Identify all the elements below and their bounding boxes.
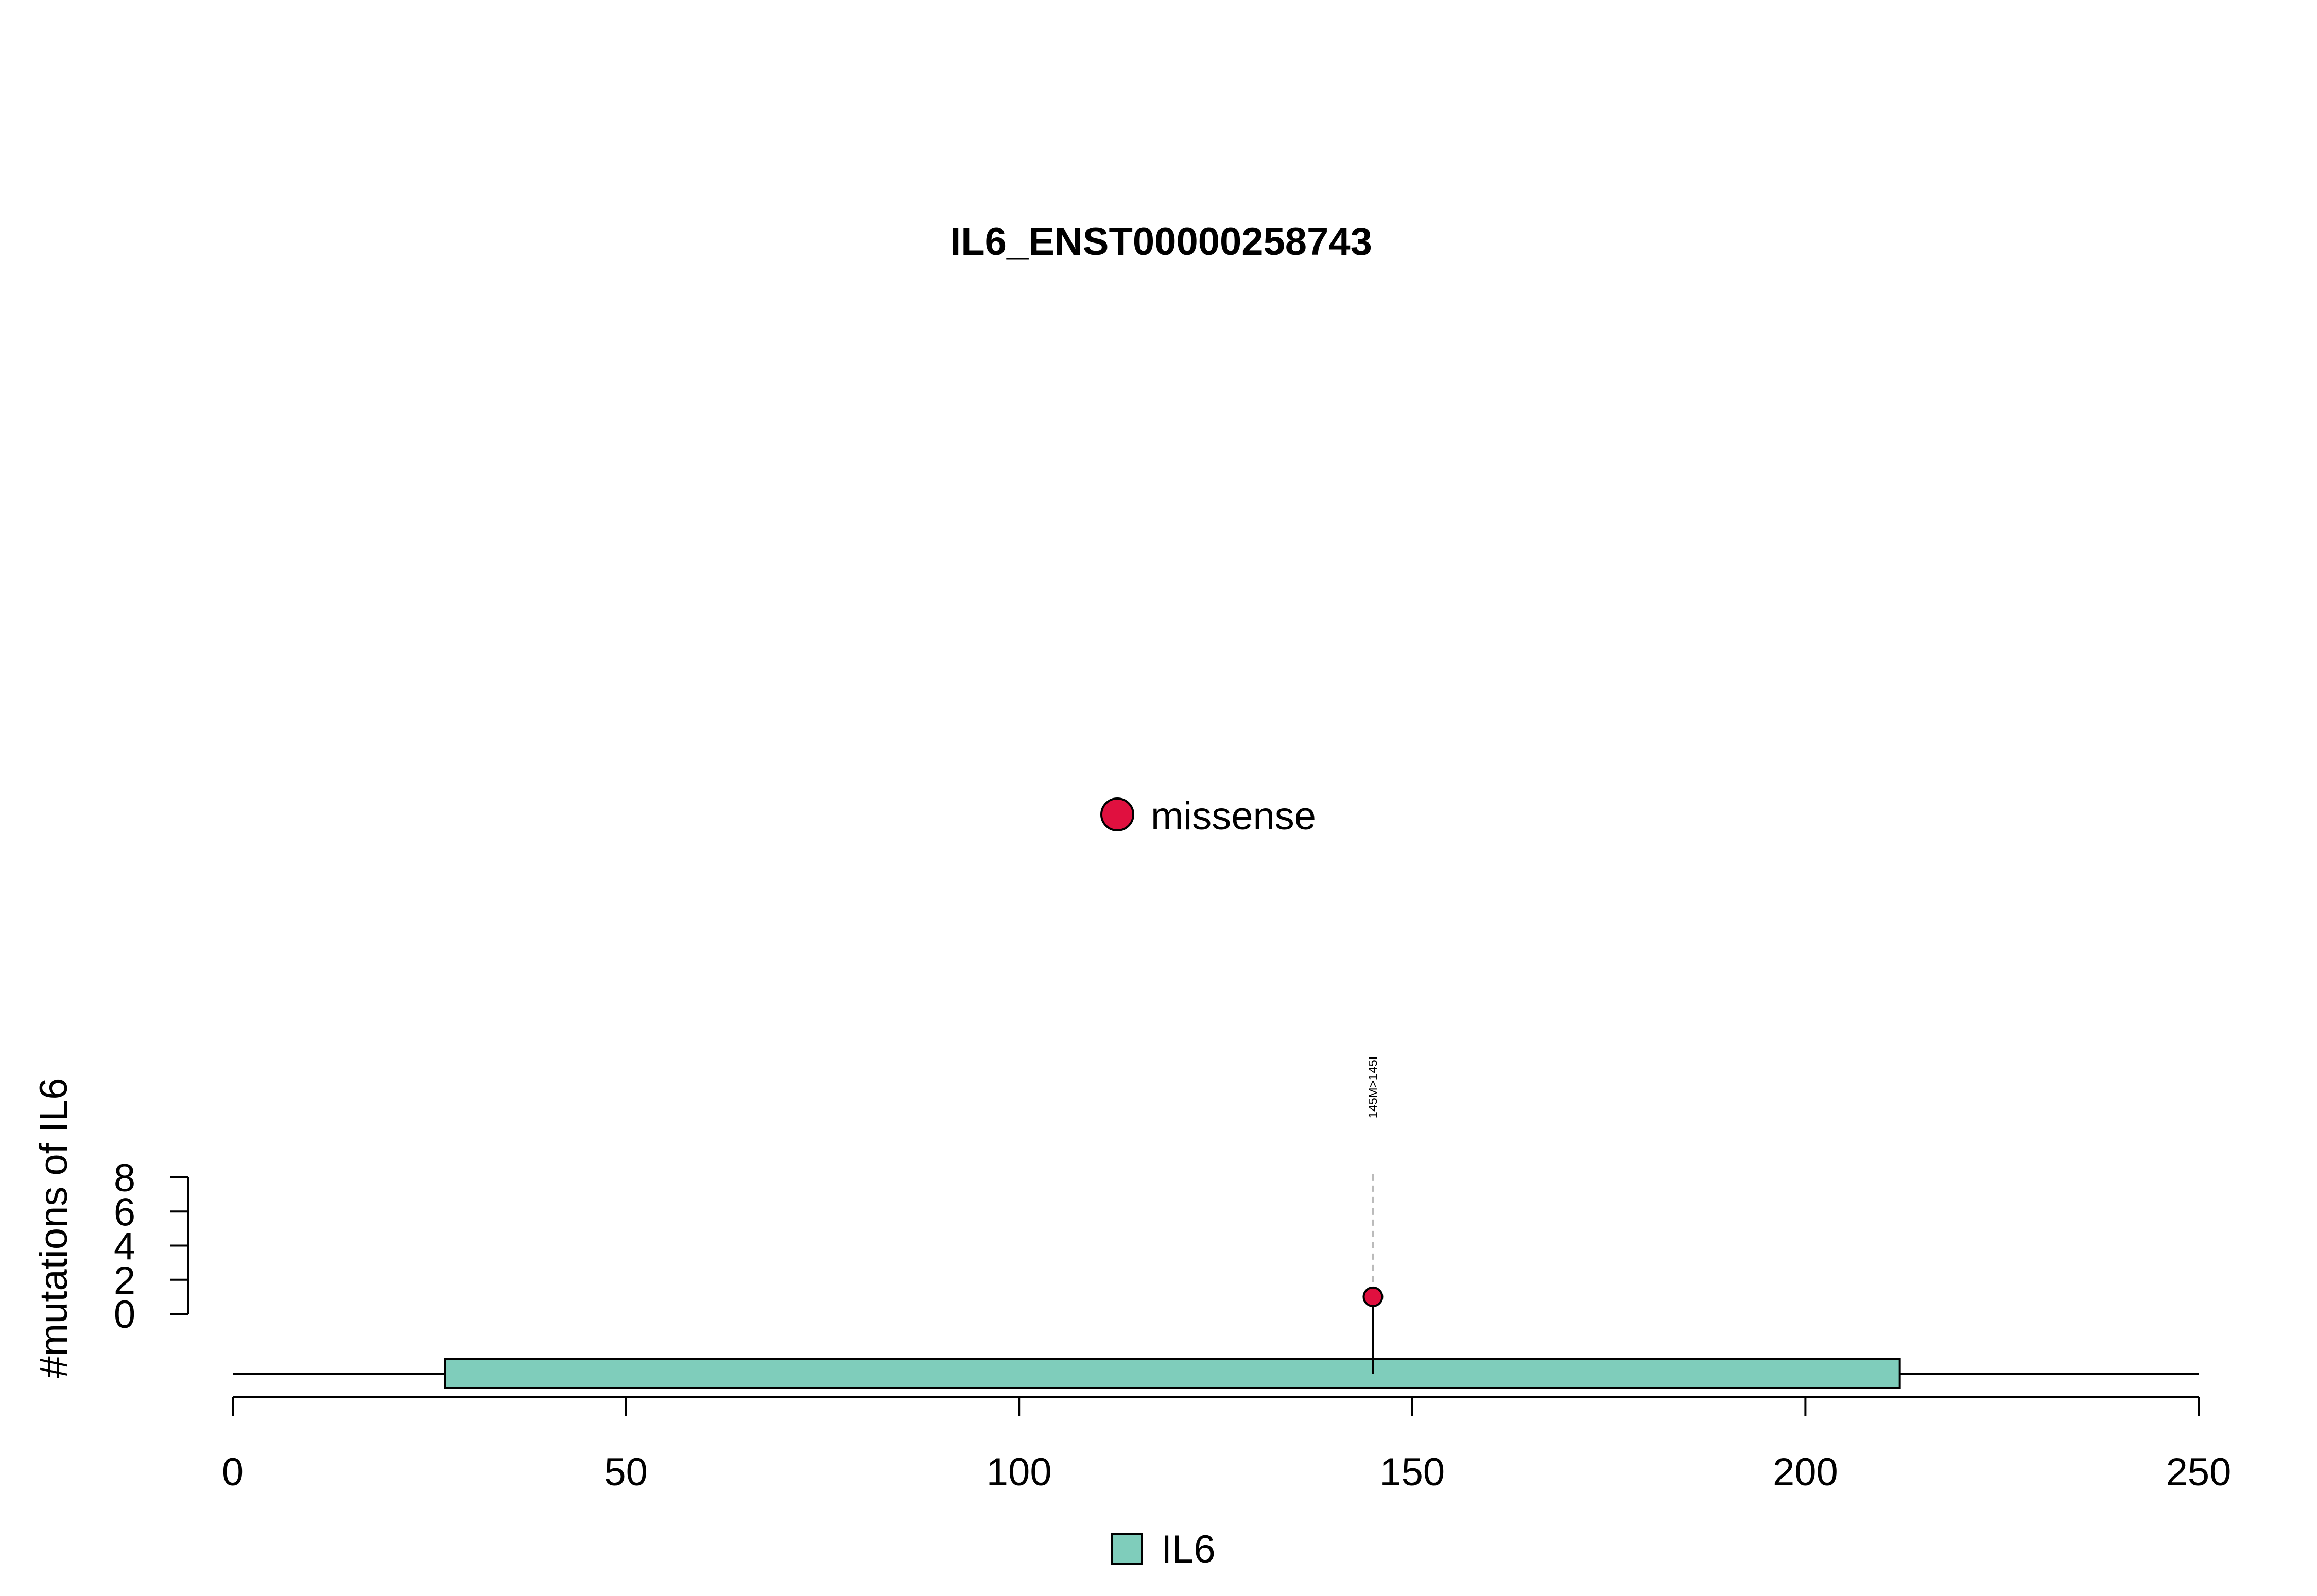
lollipop-145M>145I: 145M>145I	[1362, 1056, 1384, 1374]
mutation-label: 145M>145I	[1366, 1056, 1380, 1119]
y-axis-label: #mutations of IL6	[32, 1078, 76, 1378]
y-tick-label-6: 6	[114, 1190, 135, 1234]
x-tick-label-0: 0	[222, 1450, 244, 1494]
x-tick-label-100: 100	[987, 1450, 1052, 1494]
chart-title: IL6_ENST00000258743	[950, 220, 1372, 264]
y-tick-label-4: 4	[114, 1225, 135, 1269]
x-tick-label-150: 150	[1379, 1450, 1445, 1494]
domain-il6	[444, 1358, 1901, 1389]
legend-il6-swatch	[1111, 1533, 1143, 1565]
x-tick-label-250: 250	[2166, 1450, 2232, 1494]
domains	[444, 1358, 1901, 1389]
y-tick-label-0: 0	[114, 1293, 135, 1337]
x-axis: 0 50 100 150 200 250	[222, 1396, 2232, 1494]
legend-missense-marker	[1100, 797, 1134, 831]
legend-il6-label: IL6	[1161, 1528, 1216, 1571]
domain-legend: IL6	[1111, 1528, 1216, 1571]
mutation-lollipops: 145M>145I	[1362, 1056, 1384, 1374]
y-tick-label-8: 8	[114, 1156, 135, 1200]
x-tick-label-200: 200	[1773, 1450, 1838, 1494]
x-tick-label-50: 50	[604, 1450, 648, 1494]
legend-missense-label: missense	[1151, 794, 1316, 838]
mutation-type-legend: missense	[1100, 794, 1316, 838]
y-tick-label-2: 2	[114, 1259, 135, 1303]
lollipop-head	[1362, 1286, 1384, 1307]
